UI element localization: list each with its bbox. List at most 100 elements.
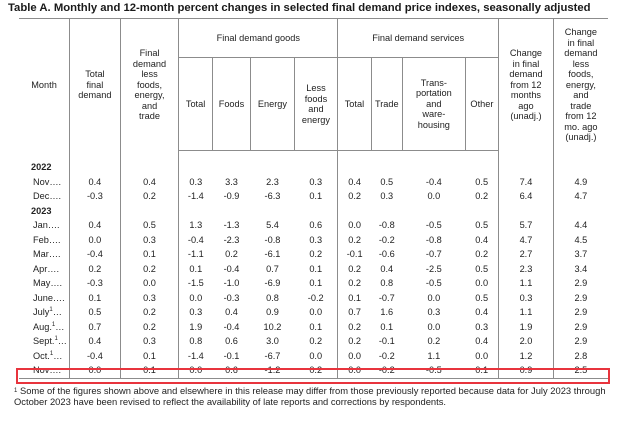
value-cell: 4.9 <box>552 174 608 189</box>
value-cell: 1.1 <box>427 350 441 361</box>
value-cell: 0.0 <box>119 276 179 291</box>
year-row-cell <box>402 160 465 175</box>
year-row-cell <box>69 160 121 175</box>
month-label: Feb…. <box>33 234 61 245</box>
month-cell: Aug.1… <box>33 321 65 332</box>
value-cell: 0.4 <box>69 334 121 349</box>
spacer-cell <box>251 151 295 161</box>
value-cell: 0.2 <box>475 249 489 259</box>
year-row-cell <box>402 204 465 219</box>
month-label: Nov…. <box>33 365 62 375</box>
value-cell: 0.1 <box>119 363 179 379</box>
value-cell: -6.3 <box>264 191 281 201</box>
year-row-cell <box>212 204 250 219</box>
value-cell: -0.7 <box>378 292 395 303</box>
value-cell: 0.2 <box>337 232 372 247</box>
header-services-other: Other <box>464 57 499 151</box>
year-row-cell <box>371 160 402 175</box>
highlight-box <box>16 368 610 384</box>
year-row-cell <box>119 160 179 175</box>
value-cell: 0.6 <box>212 363 251 379</box>
value-cell: 0.5 <box>69 305 121 320</box>
value-cell: 1.2 <box>498 348 554 363</box>
header-services-trade: Trade <box>370 57 403 151</box>
value-cell: 1.9 <box>498 319 554 334</box>
value-cell: 0.2 <box>475 191 489 201</box>
table-row: Apr…. 0.2 0.2 0.1 -0.4 0.7 0.1 0.2 0.4 -2.5 0.5 2.3… <box>19 261 608 277</box>
value-cell: 0.3 <box>475 321 489 332</box>
footnote-mark: 1 <box>14 388 18 394</box>
value-cell: 0.4 <box>119 174 179 189</box>
month-cell: Mar…. <box>19 247 70 262</box>
month-cell: Dec…. <box>19 189 70 204</box>
value-cell: 0.1 <box>69 290 121 305</box>
year-label: 2023 <box>31 205 52 216</box>
header-services-transportation: Trans-portation and ware-housing <box>401 57 466 151</box>
value-cell: 0.1 <box>309 278 323 288</box>
value-cell: 0.0 <box>475 350 489 361</box>
value-cell: 0.8 <box>266 292 279 303</box>
table-row: Nov…. 0.4 0.4 0.3 3.3 2.3 0.3 0.4 0.5 -0.4 0.5 7.4 4… <box>19 174 608 189</box>
value-cell: 10.2 <box>263 321 282 332</box>
value-cell: 4.7 <box>498 232 554 247</box>
value-cell: 0.2 <box>337 319 372 334</box>
value-cell: 0.1 <box>337 290 372 305</box>
value-cell: 0.2 <box>337 189 372 204</box>
year-row-cell <box>294 160 338 175</box>
value-cell: 0.2 <box>309 249 323 259</box>
value-cell: 0.5 <box>475 292 489 303</box>
spacer-cell <box>19 151 70 161</box>
year-row-cell <box>119 203 179 218</box>
value-cell: 0.4 <box>475 307 489 317</box>
value-cell: 4.5 <box>552 232 608 247</box>
value-cell: 0.3 <box>427 307 441 317</box>
value-cell: 0.4 <box>225 307 238 317</box>
table-row: May…. -0.3 0.0 -1.5 -1.0 -6.9 0.1 0.2 0.8 -0.5 0.0… <box>19 276 608 291</box>
year-row-cell <box>251 204 295 219</box>
spacer-cell <box>212 151 250 161</box>
month-cell: Apr…. <box>19 262 70 277</box>
value-cell: 7.4 <box>498 174 554 189</box>
value-cell: 0.2 <box>337 261 372 276</box>
value-cell: 0.2 <box>119 189 179 204</box>
value-cell: 3.3 <box>225 176 238 187</box>
value-cell: -0.2 <box>371 363 403 379</box>
value-cell: 0.0 <box>69 363 121 379</box>
value-cell: -0.8 <box>378 220 395 230</box>
value-cell: 0.1 <box>309 191 323 201</box>
value-cell: 2.0 <box>498 334 554 349</box>
header-goods-foods: Foods <box>211 57 251 151</box>
value-cell: 0.0 <box>69 232 121 247</box>
value-cell: 0.7 <box>266 263 279 274</box>
value-cell: 5.4 <box>266 220 279 230</box>
header-goods-energy: Energy <box>250 57 295 151</box>
value-cell: 1.1 <box>498 276 554 291</box>
value-cell: 3.7 <box>552 247 608 262</box>
year-row-cell <box>498 203 554 218</box>
value-cell: 0.3 <box>119 334 179 349</box>
header-fd-less-foods-energy-trade: Final demand less foods, energy, and trade <box>119 18 179 151</box>
value-cell: -1.3 <box>223 220 240 230</box>
spacer-cell <box>402 151 465 161</box>
year-row-cell <box>337 203 372 218</box>
header-goods-group: Final demand goods <box>178 18 338 58</box>
year-row-cell <box>178 203 213 218</box>
month-label: May…. <box>33 278 63 288</box>
value-cell: 0.3 <box>119 232 179 247</box>
value-cell: 0.9 <box>498 363 554 379</box>
value-cell: -0.5 <box>425 220 442 230</box>
value-cell: 0.4 <box>337 174 372 189</box>
header-month: Month <box>19 18 70 151</box>
table-row: Feb…. 0.0 0.3 -0.4 -2.3 -0.8 0.3 0.2 -0.2 -0.8 0.4… <box>19 232 608 247</box>
value-cell: 0.2 <box>225 249 238 259</box>
table-row: June…. 0.1 0.3 0.0 -0.3 0.8 -0.2 0.1 -0.7 0.0 0.5 0… <box>19 290 608 306</box>
value-cell: -1.2 <box>250 363 295 379</box>
value-cell: -1.1 <box>178 247 213 262</box>
footnote-superscript: 1 <box>51 321 56 328</box>
year-row-cell <box>294 204 338 219</box>
table-row: Jan…. 0.4 0.5 1.3 -1.3 5.4 0.6 0.0 -0.8 -0.5 0.5 5.… <box>19 218 608 233</box>
year-row: 2023 <box>19 203 608 219</box>
month-cell: June…. <box>19 291 70 306</box>
value-cell: 4.7 <box>552 189 608 204</box>
value-cell: -0.8 <box>425 234 442 245</box>
